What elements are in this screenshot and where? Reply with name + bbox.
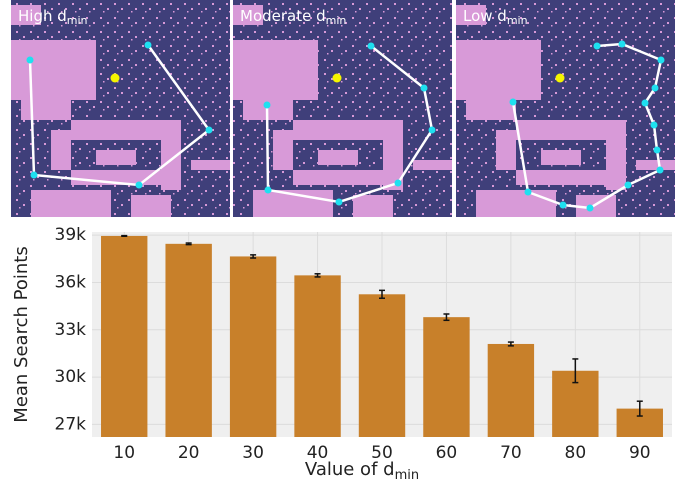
x-tick-label: 70 bbox=[500, 443, 522, 463]
waypoint bbox=[619, 41, 626, 48]
map-building bbox=[476, 190, 556, 217]
waypoint bbox=[594, 43, 601, 50]
map-building bbox=[541, 150, 581, 165]
waypoint bbox=[145, 42, 152, 49]
panel-title-sub: min bbox=[67, 14, 88, 27]
start-point bbox=[111, 74, 120, 83]
map-building bbox=[516, 120, 626, 140]
panel-title-main: High d bbox=[18, 7, 67, 25]
waypoint bbox=[429, 127, 436, 134]
waypoint bbox=[31, 172, 38, 179]
panel-title-sub: min bbox=[507, 14, 528, 27]
panel-title-sub: min bbox=[326, 14, 347, 27]
waypoint bbox=[136, 182, 143, 189]
x-tick-label: 30 bbox=[242, 443, 264, 463]
page: {"panels": [{"title": ["High d", "min"]}… bbox=[0, 0, 686, 487]
y-tick-label: 39k bbox=[55, 225, 87, 245]
start-point bbox=[556, 74, 565, 83]
map-building bbox=[71, 120, 181, 140]
map-building bbox=[636, 160, 675, 170]
x-tick-label: 60 bbox=[436, 443, 458, 463]
waypoint bbox=[206, 127, 213, 134]
map-building bbox=[51, 130, 71, 170]
waypoint bbox=[27, 57, 34, 64]
waypoint bbox=[368, 43, 375, 50]
waypoint bbox=[421, 85, 428, 92]
bar bbox=[294, 275, 340, 437]
y-tick-label: 33k bbox=[55, 320, 87, 340]
figure: High dminModerate dminLow dmin 27k30k33k… bbox=[0, 0, 686, 487]
x-tick-label: 20 bbox=[178, 443, 200, 463]
map-building bbox=[131, 195, 171, 217]
waypoint bbox=[587, 205, 594, 212]
waypoint bbox=[336, 199, 343, 206]
map-building bbox=[516, 170, 626, 185]
x-axis-label-main: Value of d bbox=[305, 459, 395, 480]
map-building bbox=[318, 150, 358, 165]
panel-title-main: Moderate d bbox=[240, 7, 326, 25]
x-tick-label: 90 bbox=[629, 443, 651, 463]
waypoint bbox=[510, 99, 517, 106]
map-building bbox=[273, 130, 293, 170]
map-building bbox=[293, 170, 403, 185]
map-building bbox=[413, 160, 452, 170]
bar bbox=[359, 294, 405, 437]
waypoint bbox=[265, 187, 272, 194]
bar bbox=[488, 344, 534, 437]
panel-title-main: Low d bbox=[463, 7, 507, 25]
bar bbox=[101, 236, 147, 437]
map-building bbox=[233, 40, 318, 100]
y-axis-label: Mean Search Points bbox=[11, 246, 32, 422]
start-point bbox=[333, 74, 342, 83]
map-building bbox=[353, 195, 393, 217]
map-building bbox=[456, 40, 541, 100]
waypoint bbox=[642, 100, 649, 107]
map-building bbox=[466, 100, 516, 120]
waypoint bbox=[625, 182, 632, 189]
x-tick-label: 10 bbox=[113, 443, 135, 463]
waypoint bbox=[651, 122, 658, 129]
waypoint bbox=[654, 147, 661, 154]
map-building bbox=[96, 150, 136, 165]
map-building bbox=[11, 40, 96, 100]
map-building bbox=[31, 190, 111, 217]
map-building bbox=[496, 130, 516, 170]
y-tick-label: 27k bbox=[55, 414, 87, 434]
x-axis-label-sub: min bbox=[395, 468, 420, 483]
map-building bbox=[21, 100, 71, 120]
y-tick-label: 30k bbox=[55, 367, 87, 387]
y-tick-label: 36k bbox=[55, 272, 87, 292]
waypoint bbox=[652, 85, 659, 92]
bar bbox=[230, 256, 276, 437]
x-tick-label: 80 bbox=[565, 443, 587, 463]
x-axis-label: Value of dmin bbox=[305, 459, 419, 483]
map-building bbox=[191, 160, 230, 170]
waypoint bbox=[657, 167, 664, 174]
bar bbox=[165, 244, 211, 437]
waypoint bbox=[658, 57, 665, 64]
waypoint bbox=[264, 102, 271, 109]
waypoint bbox=[560, 202, 567, 209]
waypoint bbox=[395, 180, 402, 187]
waypoint bbox=[525, 189, 532, 196]
map-building bbox=[293, 120, 403, 140]
bar bbox=[423, 317, 469, 437]
